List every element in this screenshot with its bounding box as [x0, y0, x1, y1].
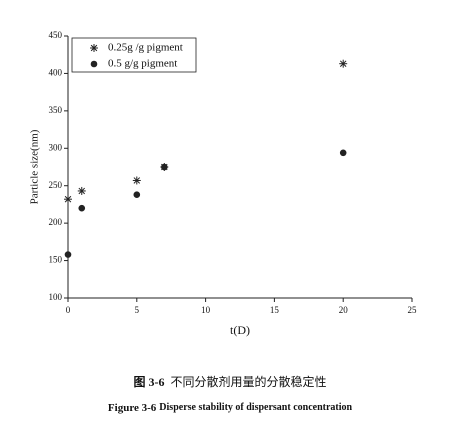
y-tick-label: 200: [49, 217, 63, 227]
asterisk-marker: [64, 195, 72, 204]
asterisk-marker: [132, 176, 141, 185]
caption-cn-text: 不同分散剂用量的分散稳定性: [170, 374, 326, 389]
marker-stroke: [133, 177, 141, 184]
legend-label: 0.5 g/g pigment: [108, 58, 177, 70]
x-tick-label: 5: [135, 305, 140, 315]
marker-stroke: [78, 187, 86, 195]
caption-en-text: Disperse stability of dispersant concent…: [159, 402, 352, 413]
caption-en: Figure 3-6 Disperse stability of dispersa…: [108, 402, 353, 414]
asterisk-marker: [339, 59, 348, 68]
circle-marker: [161, 163, 168, 171]
x-tick-label: 10: [201, 305, 211, 315]
x-tick-label: 15: [270, 305, 280, 315]
asterisk-marker: [90, 44, 98, 52]
marker-stroke: [339, 60, 347, 67]
circle-marker: [64, 251, 72, 258]
y-axis-label: Particle size(nm): [29, 129, 41, 204]
y-tick-label: 100: [49, 292, 63, 302]
y-tick-label: 150: [49, 255, 63, 265]
marker-stroke: [90, 44, 98, 52]
circle-marker: [133, 191, 141, 198]
circle-marker: [339, 149, 347, 157]
y-tick-label: 450: [49, 30, 63, 40]
caption-cn: 图 3-6 不同分散剂用量的分散稳定性: [133, 374, 326, 389]
x-tick-label: 25: [408, 305, 418, 315]
y-tick-label: 350: [49, 105, 63, 115]
asterisk-marker: [77, 186, 86, 195]
x-axis-label: t(D): [230, 323, 250, 337]
x-tick-label: 20: [339, 305, 349, 315]
y-tick-label: 300: [49, 142, 63, 152]
y-tick-label: 250: [49, 180, 63, 190]
x-tick-label: 0: [66, 305, 71, 315]
caption-cn-label: 图 3-6: [133, 375, 164, 389]
circle-marker: [78, 204, 86, 212]
legend-box: [71, 37, 197, 73]
y-tick-label: 400: [49, 67, 63, 77]
marker-stroke: [64, 195, 72, 203]
circle-marker: [90, 60, 98, 68]
legend-label: 0.25g /g pigment: [108, 42, 183, 54]
caption-en-label: Figure 3-6: [108, 402, 157, 414]
